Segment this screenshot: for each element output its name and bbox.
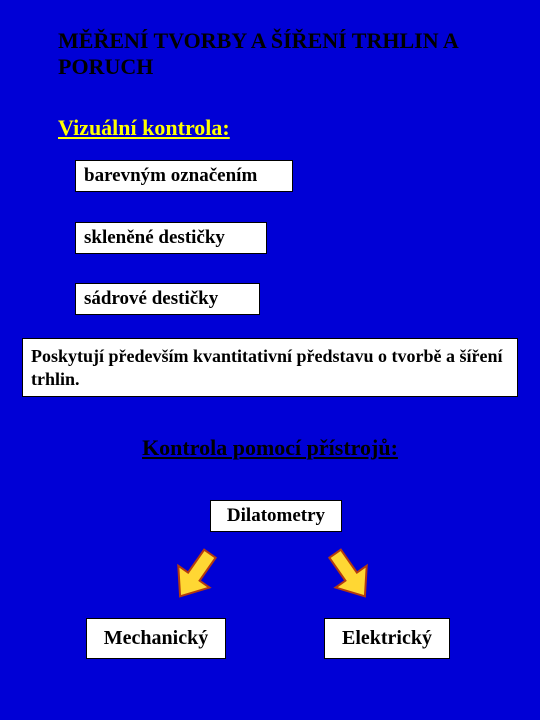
arrow-right-icon [312,536,387,614]
description-box: Poskytují především kvantitativní předst… [22,338,518,397]
arrow-left-icon [157,536,232,614]
box-sklenene: skleněné destičky [75,222,267,254]
subtitle-visual: Vizuální kontrola: [58,115,230,141]
slide: MĚŘENÍ TVORBY A ŠÍŘENÍ TRHLIN A PORUCH V… [0,0,540,720]
subtitle-instruments: Kontrola pomocí přístrojů: [0,435,540,461]
box-sadrove: sádrové destičky [75,283,260,315]
box-mechanicky: Mechanický [86,618,226,659]
box-barevnym: barevným označením [75,160,293,192]
box-dilatometry: Dilatometry [210,500,342,532]
box-elektricky: Elektrický [324,618,450,659]
slide-title: MĚŘENÍ TVORBY A ŠÍŘENÍ TRHLIN A PORUCH [58,28,478,81]
